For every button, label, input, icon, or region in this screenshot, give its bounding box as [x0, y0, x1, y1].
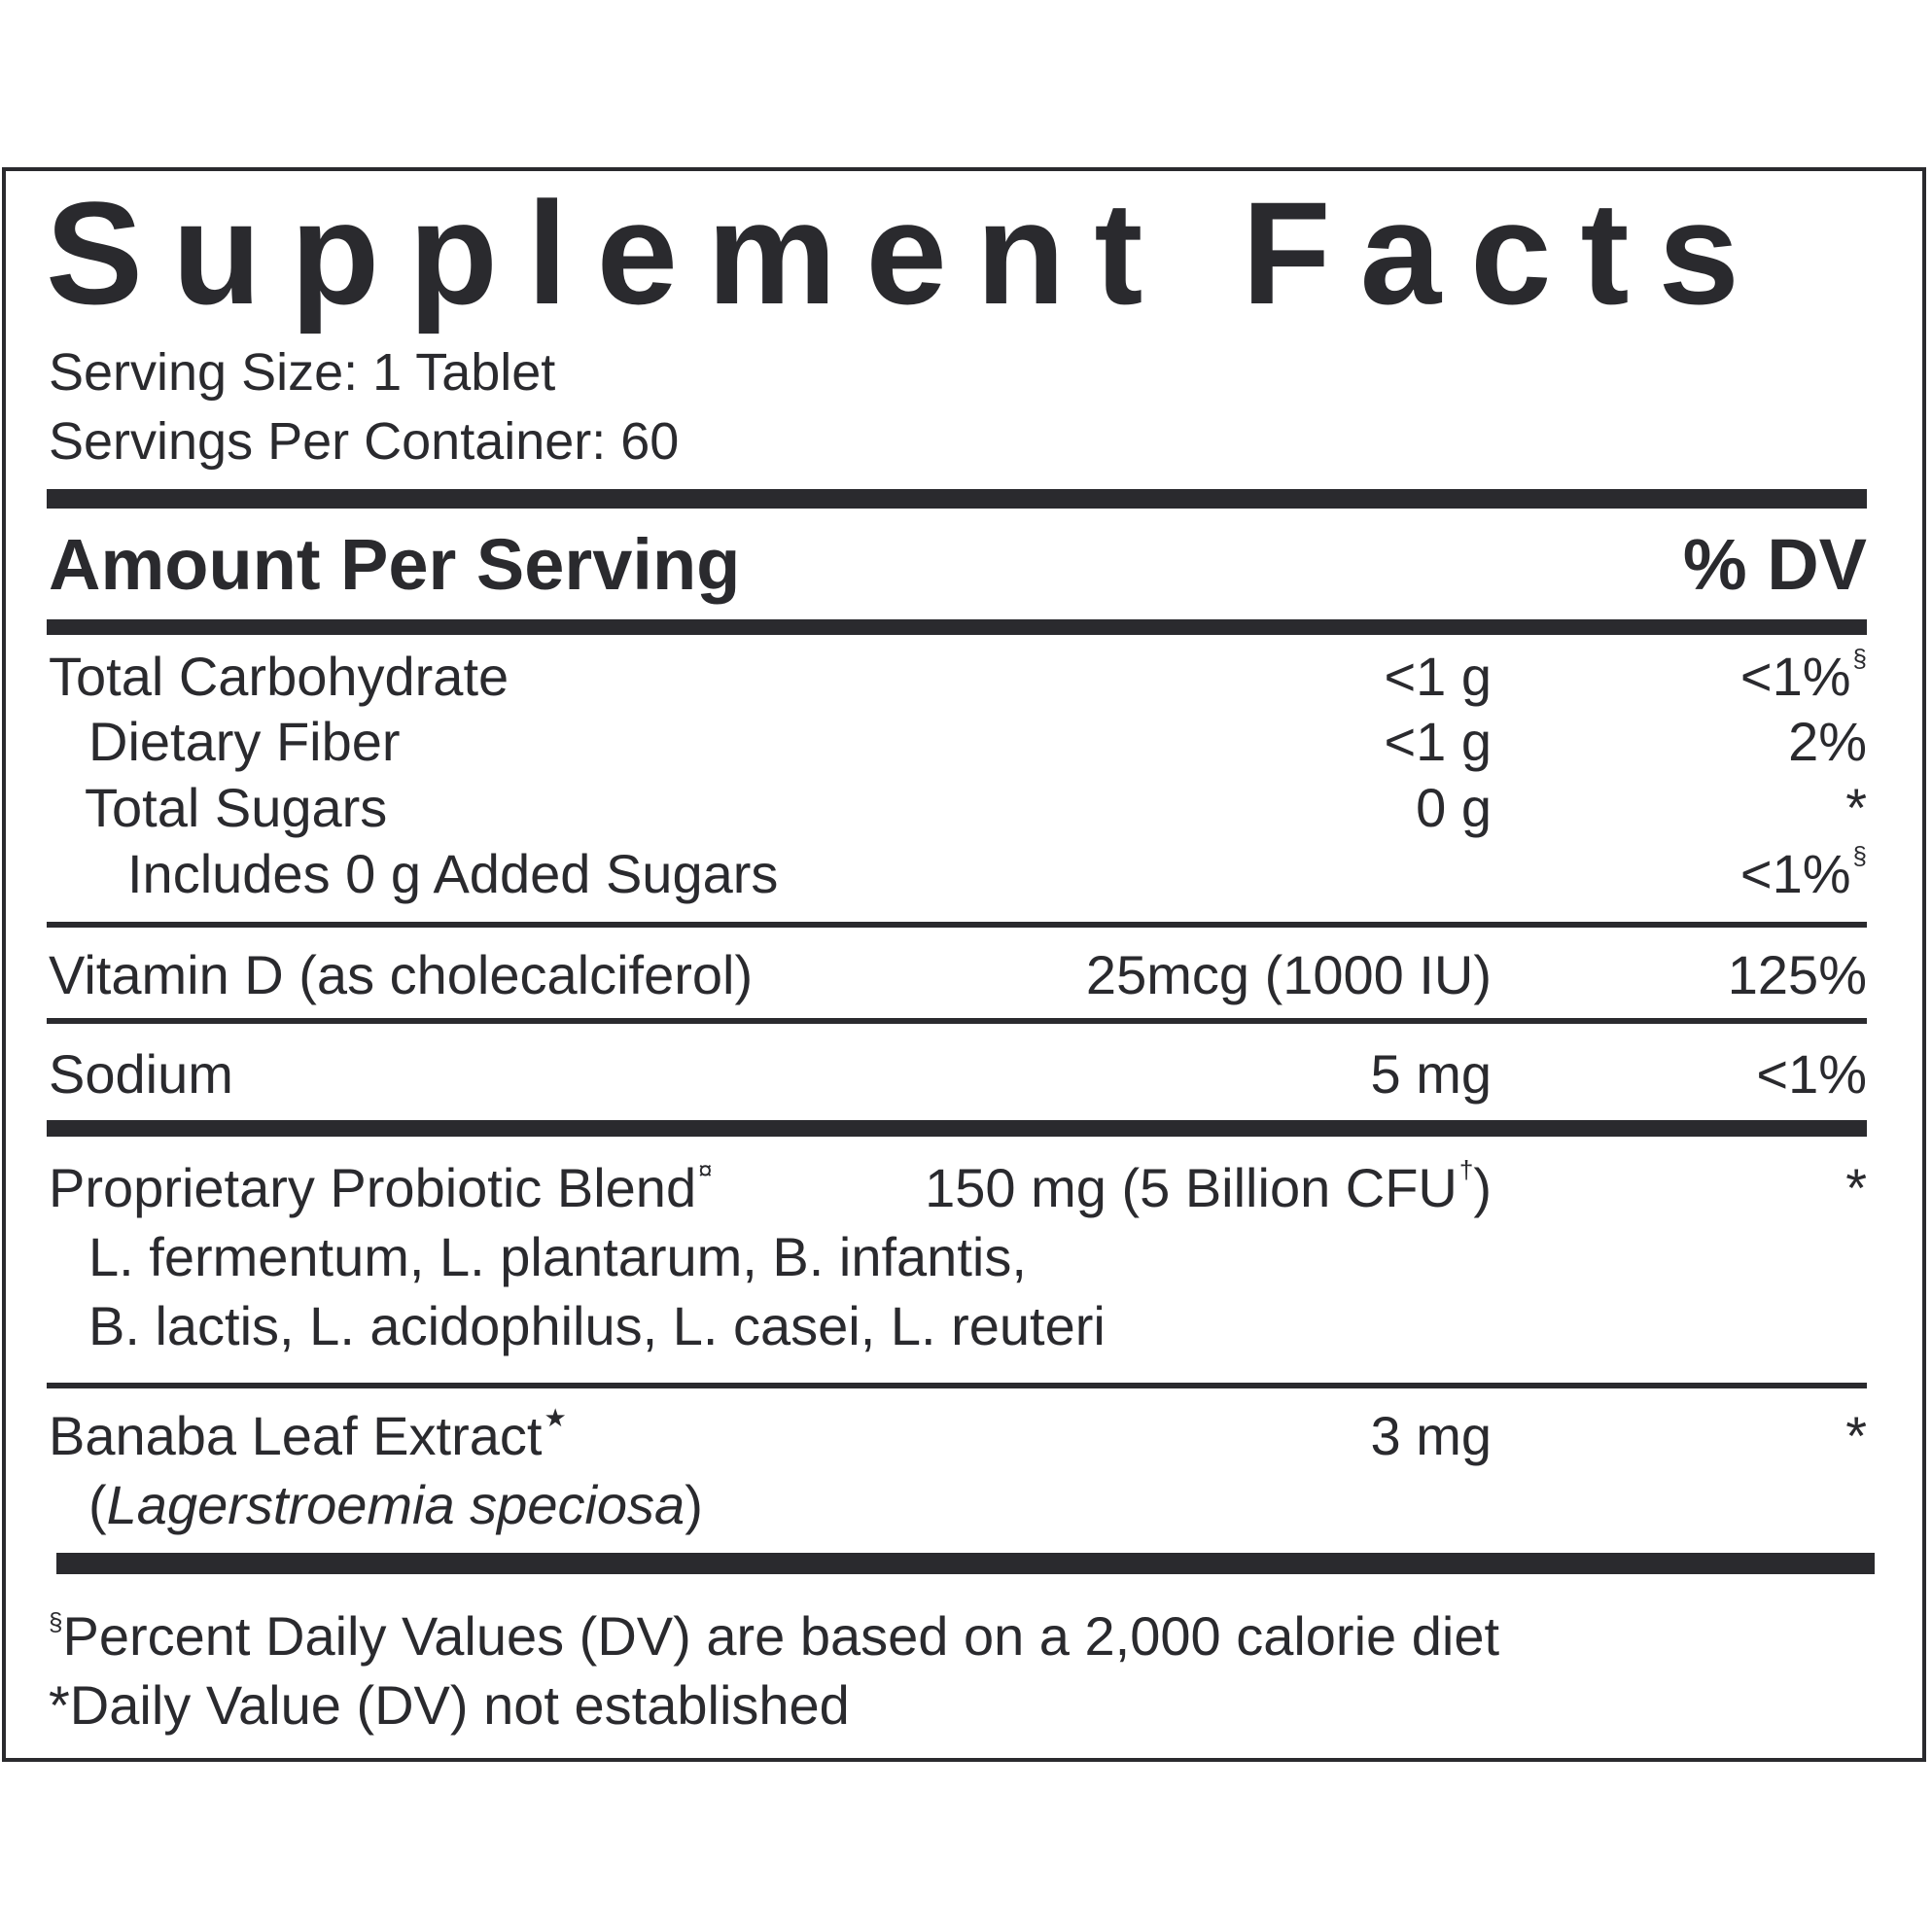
nutrient-amount: <1 g	[1384, 646, 1492, 707]
nutrient-amount: 0 g	[1416, 777, 1492, 838]
dv-header: % DV	[1682, 524, 1867, 605]
panel-title: Supplement Facts	[46, 171, 1769, 334]
divider-thin	[47, 1018, 1867, 1024]
nutrient-name: Dietary Fiber	[88, 711, 401, 772]
nutrient-dv: <1%§	[1739, 644, 1867, 707]
nutrient-amount: 3 mg	[1370, 1405, 1493, 1466]
nutrient-name: Vitamin D (as cholecalciferol)	[49, 944, 754, 1005]
supplement-facts-panel	[2, 167, 1926, 1762]
nutrient-dv: 125%	[1727, 944, 1867, 1005]
divider-thick	[47, 489, 1867, 509]
footnote-dv-basis: §Percent Daily Values (DV) are based on …	[49, 1605, 1500, 1667]
divider-thick	[47, 619, 1867, 635]
divider-thin	[47, 1383, 1867, 1388]
nutrient-name: Sodium	[49, 1043, 233, 1105]
nutrient-amount: <1 g	[1384, 711, 1492, 772]
nutrient-amount: 25mcg (1000 IU)	[1085, 944, 1492, 1005]
nutrient-name: Banaba Leaf Extract★	[49, 1403, 567, 1466]
nutrient-name: Total Carbohydrate	[49, 646, 509, 707]
nutrient-dv: *	[1845, 777, 1867, 838]
servings-per-container: Servings Per Container: 60	[49, 412, 680, 471]
nutrient-amount: 5 mg	[1370, 1043, 1493, 1105]
divider-thick	[47, 1120, 1867, 1137]
nutrient-dv: <1%§	[1739, 841, 1867, 904]
nutrient-dv: <1%	[1756, 1043, 1867, 1105]
nutrient-amount: 150 mg (5 Billion CFU†)	[925, 1155, 1492, 1218]
nutrient-name: Total Sugars	[85, 777, 388, 838]
probiotic-strains: B. lactis, L. acidophilus, L. casei, L. …	[88, 1295, 1106, 1356]
nutrient-dv: 2%	[1788, 711, 1867, 772]
nutrient-name: Proprietary Probiotic Blend¤	[49, 1155, 713, 1218]
nutrient-name: Includes 0 g Added Sugars	[127, 843, 779, 904]
probiotic-strains: L. fermentum, L. plantarum, B. infantis,	[88, 1226, 1027, 1287]
footnote-not-established: *Daily Value (DV) not established	[49, 1674, 850, 1736]
serving-size: Serving Size: 1 Tablet	[49, 343, 556, 402]
amount-per-serving-header: Amount Per Serving	[49, 524, 741, 605]
nutrient-dv: *	[1845, 1157, 1867, 1218]
latin-name: (Lagerstroemia speciosa)	[88, 1474, 703, 1535]
divider-thin	[47, 922, 1867, 928]
divider-thick	[56, 1553, 1875, 1574]
nutrient-dv: *	[1845, 1405, 1867, 1466]
